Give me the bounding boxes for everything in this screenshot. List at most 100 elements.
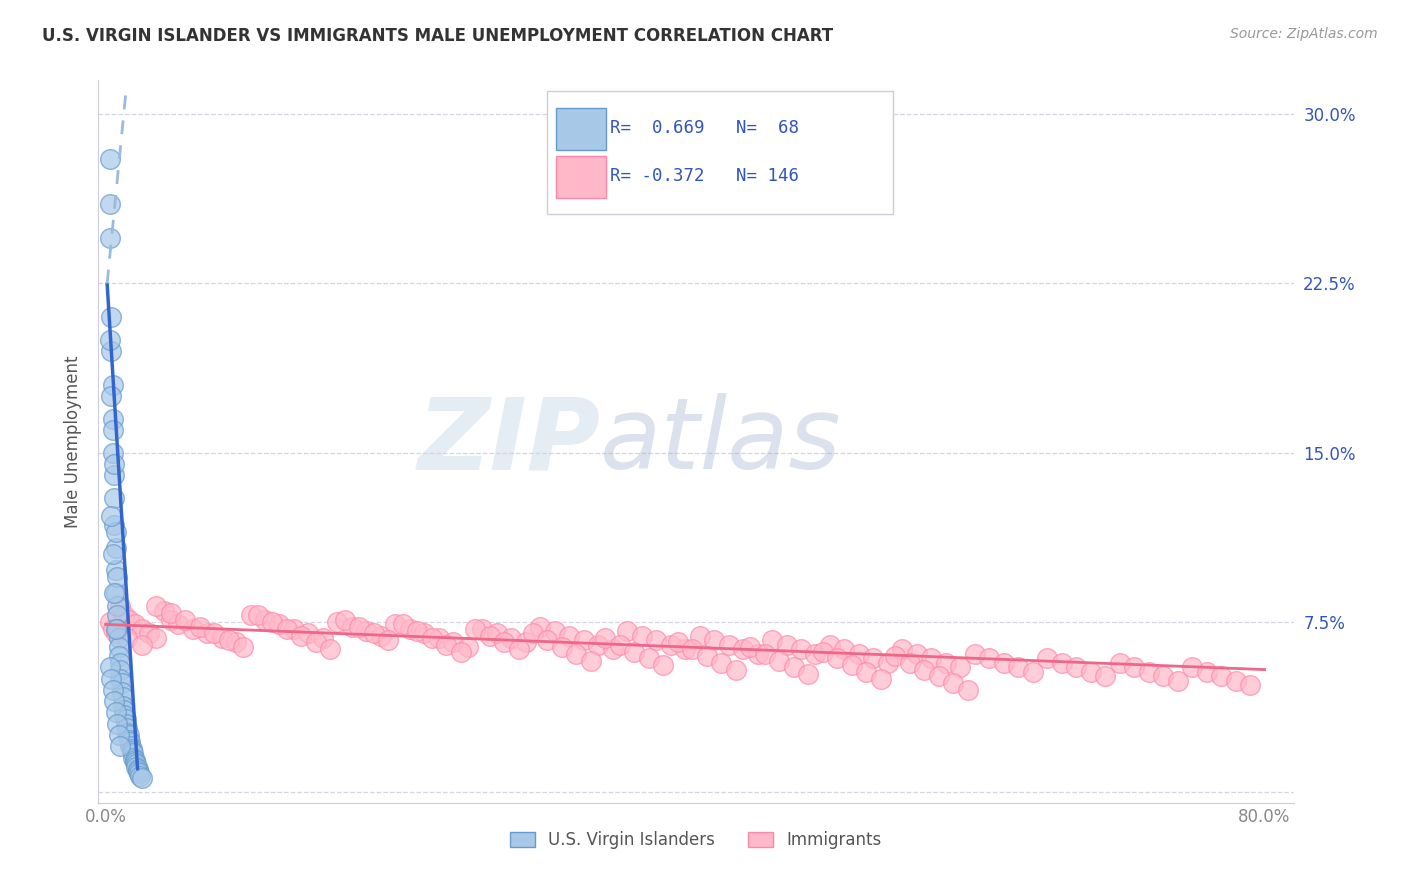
Point (107, 631, 129, 645)
Point (98, 660, 121, 674)
Point (211, 631, 233, 645)
Point (420, 631, 443, 645)
Point (104, 622, 127, 636)
Point (768, 654, 790, 668)
Point (125, 760, 148, 774)
Point (703, 633, 725, 648)
Point (905, 647, 928, 661)
Point (105, 622, 128, 636)
Point (834, 642, 856, 657)
Point (666, 635, 689, 649)
Point (450, 644, 472, 658)
FancyBboxPatch shape (557, 109, 606, 151)
Point (107, 648, 129, 663)
Point (1137, 665, 1160, 679)
Point (761, 633, 783, 648)
Point (434, 638, 457, 652)
Point (825, 651, 848, 665)
Point (195, 626, 218, 640)
Point (377, 633, 399, 648)
Point (340, 620, 363, 634)
Point (101, 423, 124, 437)
Point (529, 620, 551, 634)
Point (1022, 665, 1045, 679)
Point (117, 721, 139, 735)
Point (602, 642, 624, 657)
Point (356, 624, 378, 639)
Point (1209, 669, 1232, 683)
Point (391, 617, 413, 632)
Point (269, 617, 291, 632)
Point (1195, 665, 1218, 679)
Point (1080, 665, 1102, 679)
Point (138, 626, 160, 640)
Point (107, 728, 129, 742)
Point (118, 732, 141, 747)
Point (105, 716, 128, 731)
Point (181, 622, 204, 636)
Point (98, 197, 121, 211)
Point (811, 644, 834, 658)
Text: atlas: atlas (600, 393, 842, 490)
Point (118, 728, 141, 742)
Point (112, 698, 135, 713)
Point (100, 344, 122, 359)
Legend: U.S. Virgin Islanders, Immigrants: U.S. Virgin Islanders, Immigrants (503, 824, 889, 856)
Point (98, 231, 121, 245)
Point (100, 509, 122, 524)
Text: Source: ZipAtlas.com: Source: ZipAtlas.com (1230, 27, 1378, 41)
Point (104, 524, 127, 539)
Point (579, 654, 602, 668)
Point (935, 656, 957, 670)
Point (731, 642, 754, 657)
Point (645, 633, 668, 648)
Point (1050, 656, 1073, 670)
Point (586, 638, 609, 652)
Point (891, 642, 914, 657)
Point (305, 635, 328, 649)
Point (326, 615, 349, 630)
Text: R= -0.372   N= 146: R= -0.372 N= 146 (610, 167, 799, 185)
Point (225, 635, 247, 649)
Point (471, 622, 494, 636)
Point (276, 622, 298, 636)
Point (413, 626, 436, 640)
Point (384, 617, 406, 632)
Point (283, 622, 305, 636)
Point (1064, 660, 1087, 674)
Point (188, 620, 211, 634)
Text: R=  0.669   N=  68: R= 0.669 N= 68 (610, 119, 799, 137)
Point (104, 563, 127, 577)
Point (818, 638, 841, 652)
Point (105, 608, 128, 623)
Point (110, 676, 132, 690)
Point (108, 656, 131, 670)
Point (630, 629, 652, 643)
Point (114, 703, 136, 717)
Point (112, 690, 135, 704)
Point (98, 615, 121, 630)
Point (253, 613, 276, 627)
Point (710, 656, 733, 670)
Point (370, 629, 392, 643)
Point (117, 631, 139, 645)
Point (877, 656, 900, 670)
Point (427, 631, 450, 645)
Point (747, 647, 769, 661)
Point (659, 638, 682, 652)
Point (1239, 678, 1261, 692)
Point (124, 617, 146, 632)
Point (775, 638, 797, 652)
Point (536, 633, 558, 648)
Point (104, 541, 127, 555)
Point (122, 750, 145, 764)
Point (572, 633, 595, 648)
Point (441, 635, 464, 649)
Point (103, 586, 125, 600)
Point (790, 642, 813, 657)
Point (101, 412, 124, 426)
Point (855, 665, 877, 679)
Point (1181, 660, 1204, 674)
Point (118, 613, 141, 627)
Point (623, 644, 645, 658)
